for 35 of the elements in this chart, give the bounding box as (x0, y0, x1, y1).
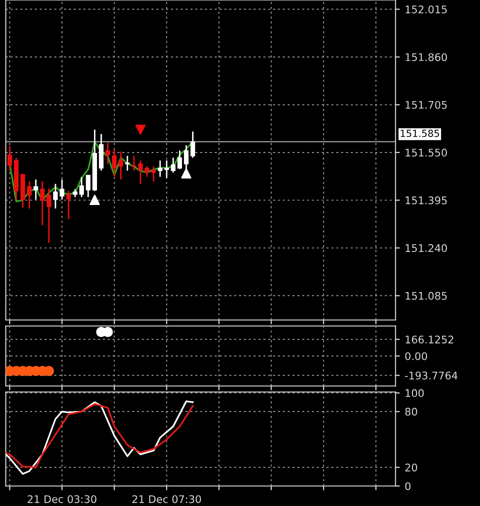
y-tick-label: 80 (405, 408, 418, 416)
y-tick-label: 0.00 (405, 352, 428, 360)
y-tick-label: 151.240 (406, 244, 447, 252)
candlestick (105, 142, 110, 165)
y-tick-label: 151.395 (406, 196, 447, 204)
y-tick-label: 151.085 (406, 292, 447, 300)
candlestick (125, 155, 130, 172)
candlestick (190, 130, 196, 158)
candlestick (98, 133, 104, 172)
y-tick-label: 0 (405, 482, 410, 490)
ref-line-label: 151.585 (400, 130, 440, 138)
candlestick (164, 160, 169, 178)
candlestick (26, 180, 32, 210)
y-tick-label: 151.705 (406, 100, 447, 109)
candlestick (79, 176, 84, 198)
candlestick (7, 145, 12, 172)
candlestick (66, 190, 71, 220)
y-tick-label: -193.7764 (405, 372, 458, 380)
candlestick (158, 160, 162, 178)
y-tick-label: 20 (405, 464, 418, 472)
y-tick-label: 151.550 (406, 148, 447, 157)
candlestick (40, 180, 45, 226)
x-tick-label: 21 Dec 07:30 (132, 495, 201, 504)
candlestick (46, 188, 52, 244)
y-tick-label: 152.015 (406, 5, 447, 14)
candlestick (112, 148, 117, 178)
candlestick (34, 178, 38, 200)
y-tick-label: 100 (406, 389, 424, 398)
candlestick (118, 150, 124, 180)
candlestick (170, 156, 176, 174)
candlestick (86, 174, 90, 198)
candlestick (177, 150, 182, 170)
x-tick-label: 21 Dec 03:30 (28, 495, 96, 504)
y-tick-label: 166.1252 (406, 336, 454, 344)
y-tick-label: 151.860 (406, 53, 447, 62)
